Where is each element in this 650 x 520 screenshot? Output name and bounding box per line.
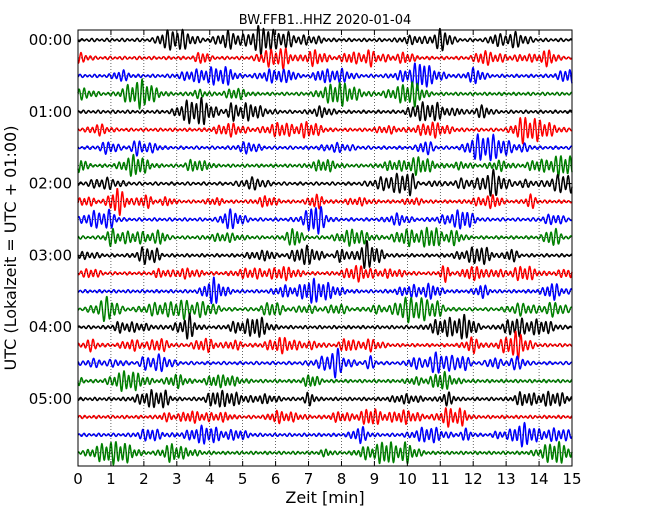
y-tick-label: 03:00 — [29, 246, 72, 264]
trace-line — [77, 25, 573, 56]
trace-line — [77, 295, 573, 324]
x-tick-label: 14 — [530, 470, 549, 488]
trace-line — [77, 116, 573, 145]
trace-line — [77, 407, 573, 428]
trace-line — [77, 47, 573, 70]
x-axis: 0 1 2 3 4 5 6 7 8 9 10 11 12 13 14 15 — [73, 30, 582, 488]
y-tick-label: 01:00 — [29, 103, 72, 121]
x-tick-label: 8 — [337, 470, 347, 488]
x-tick-label: 13 — [497, 470, 516, 488]
x-tick-label: 0 — [73, 470, 83, 488]
y-tick-label: 00:00 — [29, 31, 72, 49]
x-tick-label: 3 — [172, 470, 182, 488]
x-tick-label: 11 — [431, 470, 450, 488]
trace-line — [77, 347, 573, 379]
trace-line — [77, 153, 573, 178]
y-tick-label: 04:00 — [29, 318, 72, 336]
y-tick-label: 02:00 — [29, 175, 72, 193]
trace-line — [77, 187, 573, 217]
trace-line — [77, 264, 573, 283]
y-axis-label: UTC (Lokalzeit = UTC + 01:00) — [1, 126, 20, 371]
trace-line — [77, 78, 573, 110]
trace-line — [77, 206, 573, 235]
trace-line — [77, 330, 573, 361]
trace-line — [77, 389, 573, 409]
trace-line — [77, 168, 573, 197]
trace-group — [77, 25, 573, 466]
x-tick-label: 9 — [370, 470, 380, 488]
x-tick-label: 12 — [464, 470, 483, 488]
trace-line — [77, 96, 573, 126]
trace-line — [77, 440, 573, 466]
x-tick-label: 15 — [562, 470, 581, 488]
x-axis-label: Zeit [min] — [285, 488, 364, 507]
grid-group — [78, 30, 572, 466]
trace-line — [77, 133, 573, 162]
x-tick-label: 1 — [106, 470, 116, 488]
trace-line — [77, 276, 573, 305]
trace-line — [77, 239, 573, 269]
chart-title: BW.FFB1..HHZ 2020-01-04 — [239, 13, 412, 28]
x-tick-label: 6 — [271, 470, 281, 488]
trace-line — [77, 370, 573, 392]
x-tick-label: 7 — [304, 470, 314, 488]
y-axis: 00:00 01:00 02:00 03:00 04:00 05:00 — [29, 31, 572, 408]
x-tick-label: 10 — [398, 470, 417, 488]
trace-line — [77, 312, 573, 340]
x-tick-label: 5 — [238, 470, 248, 488]
plot-frame — [77, 29, 573, 467]
x-tick-label: 2 — [139, 470, 149, 488]
x-tick-label: 4 — [205, 470, 215, 488]
trace-line — [77, 62, 573, 91]
trace-line — [77, 226, 573, 248]
y-tick-label: 05:00 — [29, 390, 72, 408]
